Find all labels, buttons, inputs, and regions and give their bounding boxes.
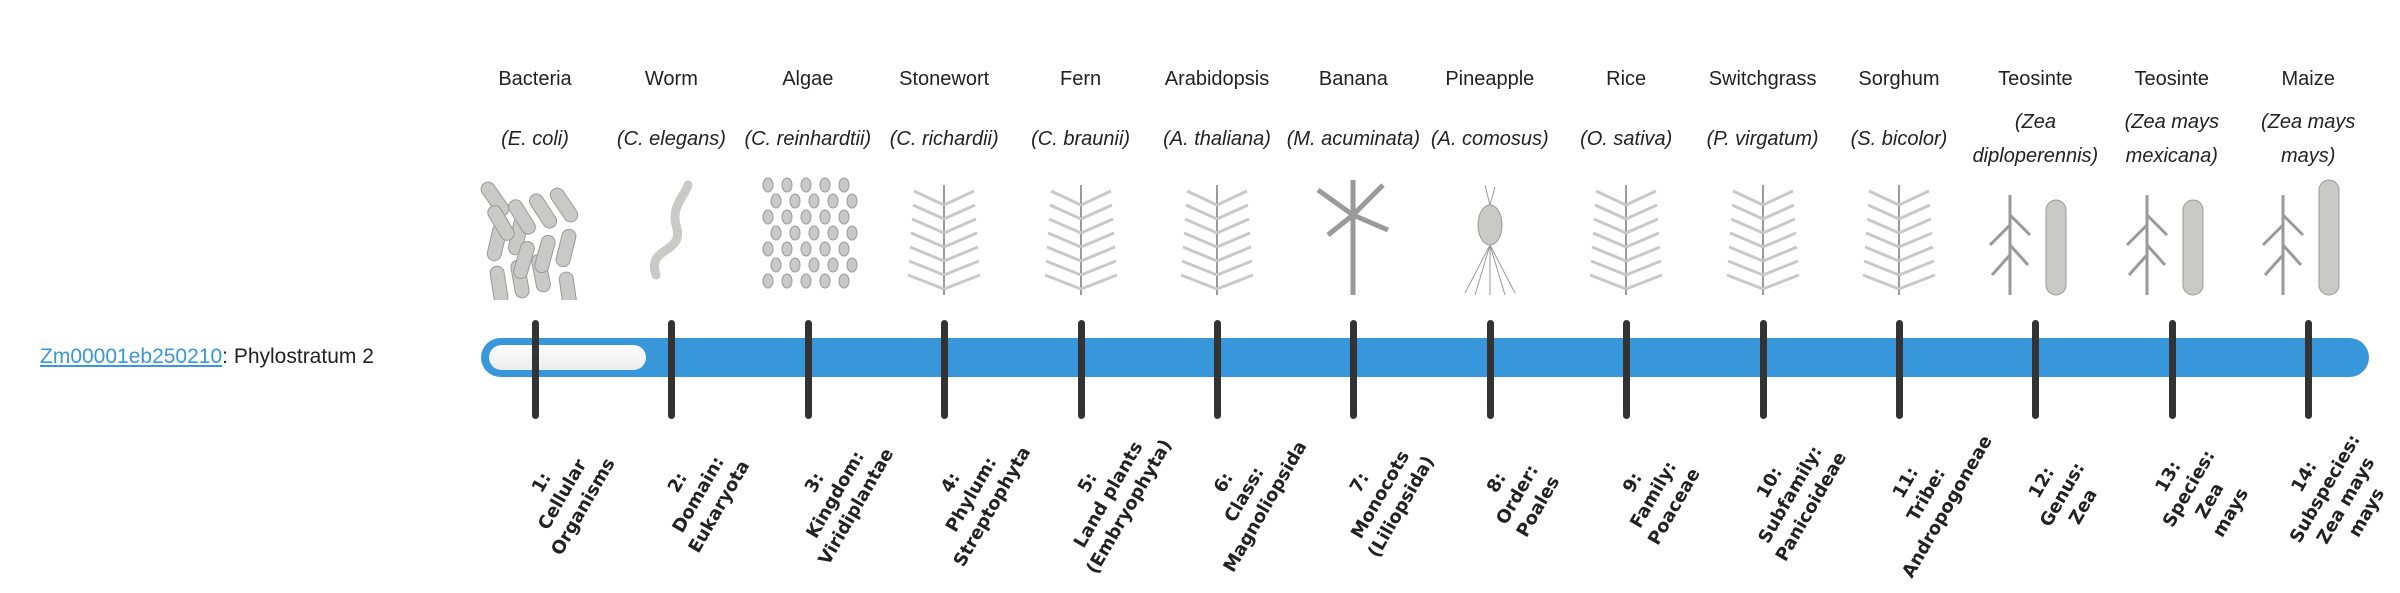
stratum-label: 14: Subspecies: Zea mays mays — [2285, 430, 2390, 548]
organism-scientific-name: (E. coli) — [501, 128, 569, 150]
organism-scientific-name: (O. sativa) — [1580, 128, 1673, 150]
stratum-tick — [1759, 320, 1767, 419]
stratum-tick — [2168, 320, 2176, 419]
teosinte-icon — [1980, 175, 2090, 300]
organism-common-name: Switchgrass — [1708, 68, 1817, 90]
phylostratum-bar — [481, 338, 2369, 377]
stratum-label: 4: Phylum: Streptophyta — [936, 443, 1036, 571]
organism-common-name: Arabidopsis — [1164, 68, 1270, 90]
organism-column: Switchgrass (P. virgatum) — [1693, 60, 1833, 180]
organism-scientific-name: (S. bicolor) — [1850, 128, 1948, 150]
stratum-tick — [668, 320, 676, 419]
stratum-tick — [2032, 320, 2040, 419]
organism-scientific-name: (A. comosus) — [1430, 128, 1549, 150]
organism-common-name: Worm — [644, 68, 698, 90]
organism-common-name: Sorghum — [1858, 68, 1940, 90]
stratum-tick — [1214, 320, 1221, 419]
fern-icon — [1026, 175, 1136, 300]
bacteria-icon — [480, 175, 590, 311]
organism-column: Fern (C. braunii) — [1011, 60, 1151, 180]
algae-icon — [753, 175, 863, 300]
organism-column: Arabidopsis (A. thaliana) — [1147, 60, 1287, 180]
stratum-label: 5: Land plants (Embryophyta) — [1069, 435, 1176, 578]
organism-column: Teosinte (Zea diploperennis) — [1965, 60, 2105, 180]
gene-phylostratum-label: Zm00001eb250210: Phylostratum 2 — [40, 340, 374, 374]
stratum-label: 12: Genus: Zea — [2025, 458, 2103, 531]
organism-column: Rice (O. sativa) — [1556, 60, 1696, 180]
sorghum-icon — [1844, 175, 1954, 300]
organism-common-name: Rice — [1606, 68, 1647, 90]
phylostratum-text: : Phylostratum 2 — [222, 345, 374, 368]
organism-column: Sorghum (S. bicolor) — [1829, 60, 1969, 180]
switchgrass-icon — [1708, 175, 1818, 300]
organism-common-name: Fern — [1060, 68, 1102, 90]
stratum-label: 8: Order: Poales — [1482, 461, 1564, 541]
organism-column: Bacteria (E. coli) — [465, 60, 605, 180]
organism-common-name: Banana — [1318, 68, 1388, 90]
stratum-label: 2: Domain: Eukaryota — [664, 452, 755, 557]
stonewort-icon — [889, 175, 999, 300]
organism-column: Teosinte (Zea mays mexicana) — [2102, 60, 2242, 180]
organism-column: Pineapple (A. comosus) — [1420, 60, 1560, 180]
stratum-tick — [1623, 320, 1631, 419]
organism-common-name: Pineapple — [1445, 68, 1535, 90]
organism-column: Banana (M. acuminata) — [1283, 60, 1423, 180]
organism-common-name: Teosinte — [1998, 68, 2073, 90]
stratum-tick — [804, 320, 812, 419]
rice-icon — [1571, 175, 1681, 300]
organism-scientific-name: (A. thaliana) — [1163, 128, 1271, 150]
phylostratum-bar-unfilled — [489, 345, 646, 370]
organism-scientific-name: (Zea mays mays) — [2260, 111, 2356, 167]
organism-common-name: Stonewort — [899, 68, 990, 90]
stratum-tick — [1486, 320, 1494, 419]
stratum-label: 6: Class: Magnoliopsida — [1209, 437, 1312, 576]
organism-column: Stonewort (C. richardii) — [874, 60, 1014, 180]
worm-icon — [616, 175, 726, 300]
stratum-tick — [1350, 320, 1358, 419]
stratum-tick — [1896, 320, 1903, 419]
stratum-label: 1: Cellular Organisms — [527, 454, 620, 559]
arabidopsis-icon — [1162, 175, 1272, 300]
organism-scientific-name: (C. reinhardtii) — [744, 128, 872, 150]
stratum-label: 13: Species: Zea mays — [2151, 446, 2253, 541]
organism-column: Worm (C. elegans) — [601, 60, 741, 180]
organism-scientific-name: (C. elegans) — [616, 128, 726, 150]
gene-id-link[interactable]: Zm00001eb250210 — [40, 345, 223, 368]
pineapple-icon — [1435, 175, 1545, 300]
stratum-tick — [941, 320, 949, 419]
organism-common-name: Maize — [2281, 68, 2335, 90]
stratum-label: 10: Subfamily: Panicoideae — [1752, 442, 1851, 566]
stratum-label: 3: Kingdom: Viridiplantae — [800, 444, 898, 569]
stratum-label: 9: Family: Poaceae — [1618, 457, 1705, 549]
stratum-label: 11: Tribe: Andropogoneae — [1888, 431, 1997, 582]
organism-scientific-name: (C. braunii) — [1031, 128, 1131, 150]
teosinte-icon — [2117, 175, 2227, 300]
maize-icon — [2253, 175, 2363, 300]
organism-scientific-name: (Zea mays mexicana) — [2124, 111, 2220, 167]
organism-column: Maize (Zea mays mays) — [2238, 60, 2378, 180]
banana-icon — [1298, 175, 1408, 300]
organism-scientific-name: (Zea diploperennis) — [1972, 111, 2099, 167]
organism-scientific-name: (C. richardii) — [889, 128, 999, 150]
organism-common-name: Bacteria — [498, 68, 572, 90]
organism-common-name: Teosinte — [2134, 68, 2210, 90]
organism-scientific-name: (M. acuminata) — [1286, 128, 1421, 150]
stratum-tick — [532, 320, 539, 419]
stratum-tick — [1077, 320, 1085, 419]
stratum-tick — [2305, 320, 2313, 419]
organism-scientific-name: (P. virgatum) — [1706, 128, 1819, 150]
organism-column: Algae (C. reinhardtii) — [738, 60, 878, 180]
stratum-label: 7: Monocots (Liliopsida) — [1346, 447, 1440, 562]
organism-common-name: Algae — [782, 68, 834, 90]
